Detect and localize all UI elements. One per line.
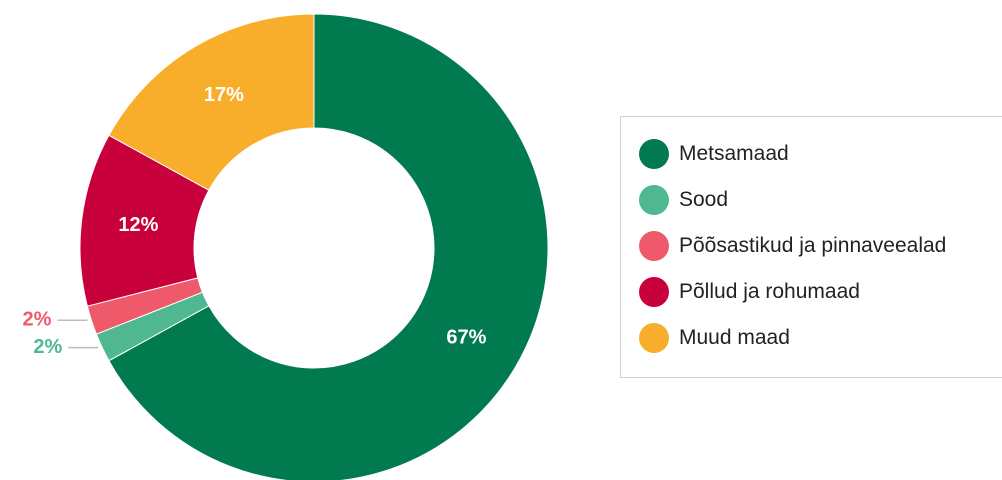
value-label-poosastikud-ja-pinnaveealad: 2% (23, 309, 52, 331)
legend-label-sood: Sood (679, 188, 729, 211)
legend-item-muud-maad: Muud maad (639, 323, 790, 353)
value-label-pollud-ja-rohumaad: 12% (118, 214, 158, 236)
chart-legend: Metsamaad Sood Põõsastikud ja pinnaveeal… (620, 116, 1002, 378)
legend-item-pollud: Põllud ja rohumaad (639, 277, 860, 307)
slice-muud-maad (108, 13, 315, 191)
legend-swatch-sood (639, 185, 669, 215)
legend-item-poosastikud: Põõsastikud ja pinnaveealad (639, 231, 946, 261)
slice-metsamaad (108, 13, 549, 480)
legend-label-pollud: Põllud ja rohumaad (679, 280, 860, 303)
legend-swatch-pollud (639, 277, 669, 307)
legend-label-poosastikud: Põõsastikud ja pinnaveealad (679, 234, 947, 257)
legend-swatch-muud-maad (639, 323, 669, 353)
legend-swatch-metsamaad (639, 139, 669, 169)
legend-label-muud-maad: Muud maad (679, 326, 790, 349)
value-label-muud-maad: 17% (204, 84, 244, 106)
legend-label-metsamaad: Metsamaad (679, 142, 789, 165)
legend-item-sood: Sood (639, 185, 728, 215)
legend-swatch-poosastikud (639, 231, 669, 261)
value-label-sood: 2% (33, 336, 62, 358)
donut-slices (79, 13, 549, 480)
legend-item-metsamaad: Metsamaad (639, 139, 789, 169)
slice-labels: 67% 2% 2% 12% 17% (23, 84, 487, 358)
value-label-metsamaad: 67% (446, 326, 486, 348)
